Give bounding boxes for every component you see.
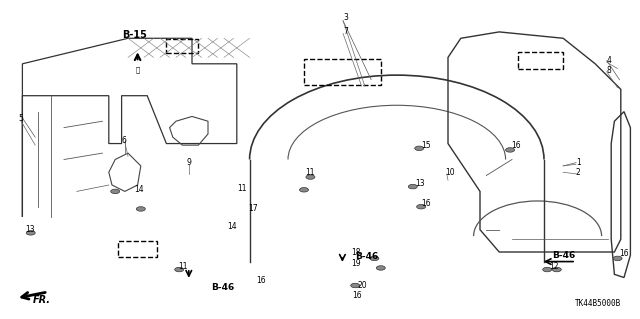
Circle shape bbox=[543, 267, 552, 272]
Bar bbox=[304, 59, 381, 85]
Text: 5: 5 bbox=[18, 114, 23, 122]
Text: B-46: B-46 bbox=[211, 283, 234, 292]
Text: 15: 15 bbox=[421, 141, 431, 150]
Text: 18: 18 bbox=[351, 248, 360, 256]
Text: 6: 6 bbox=[122, 136, 127, 145]
Circle shape bbox=[136, 207, 145, 211]
Circle shape bbox=[175, 267, 184, 272]
Text: B-46: B-46 bbox=[552, 251, 575, 260]
Text: B-15: B-15 bbox=[122, 30, 147, 40]
Circle shape bbox=[306, 175, 315, 179]
Text: 16: 16 bbox=[511, 141, 520, 150]
Text: 4: 4 bbox=[607, 56, 612, 65]
Text: FR.: FR. bbox=[33, 295, 51, 305]
Text: 1: 1 bbox=[576, 158, 580, 167]
Text: 17: 17 bbox=[248, 204, 258, 213]
Circle shape bbox=[408, 184, 417, 189]
Text: 11: 11 bbox=[178, 262, 188, 271]
Text: 7: 7 bbox=[343, 27, 348, 36]
Text: 16: 16 bbox=[620, 249, 629, 258]
Circle shape bbox=[552, 267, 561, 272]
Text: 2: 2 bbox=[576, 168, 580, 177]
Circle shape bbox=[376, 266, 385, 270]
Circle shape bbox=[415, 146, 424, 151]
Bar bbox=[518, 52, 563, 69]
Circle shape bbox=[26, 231, 35, 235]
Circle shape bbox=[613, 256, 622, 261]
Text: 14: 14 bbox=[134, 185, 144, 194]
Text: 13: 13 bbox=[415, 179, 424, 188]
Bar bbox=[166, 39, 198, 54]
Text: 11: 11 bbox=[237, 184, 246, 193]
Bar bbox=[118, 241, 157, 257]
Text: 16: 16 bbox=[352, 291, 362, 300]
Text: 13: 13 bbox=[26, 225, 35, 234]
Text: 14: 14 bbox=[227, 222, 237, 231]
Text: 9: 9 bbox=[187, 158, 192, 167]
Text: 12: 12 bbox=[549, 262, 559, 271]
Circle shape bbox=[370, 256, 379, 261]
Text: 20: 20 bbox=[357, 281, 367, 290]
Text: 10: 10 bbox=[445, 168, 454, 177]
Text: B-46: B-46 bbox=[355, 252, 378, 261]
Text: 🔩: 🔩 bbox=[136, 67, 140, 73]
Circle shape bbox=[506, 148, 515, 152]
Text: 11: 11 bbox=[305, 168, 315, 177]
Text: 8: 8 bbox=[607, 66, 611, 75]
Text: 16: 16 bbox=[256, 276, 266, 285]
Circle shape bbox=[417, 204, 426, 209]
Circle shape bbox=[300, 188, 308, 192]
Text: 3: 3 bbox=[343, 13, 348, 22]
Text: 19: 19 bbox=[351, 259, 360, 268]
Text: TK44B5000B: TK44B5000B bbox=[575, 299, 621, 308]
Text: 16: 16 bbox=[421, 199, 431, 208]
Circle shape bbox=[111, 189, 120, 194]
Circle shape bbox=[351, 283, 360, 288]
